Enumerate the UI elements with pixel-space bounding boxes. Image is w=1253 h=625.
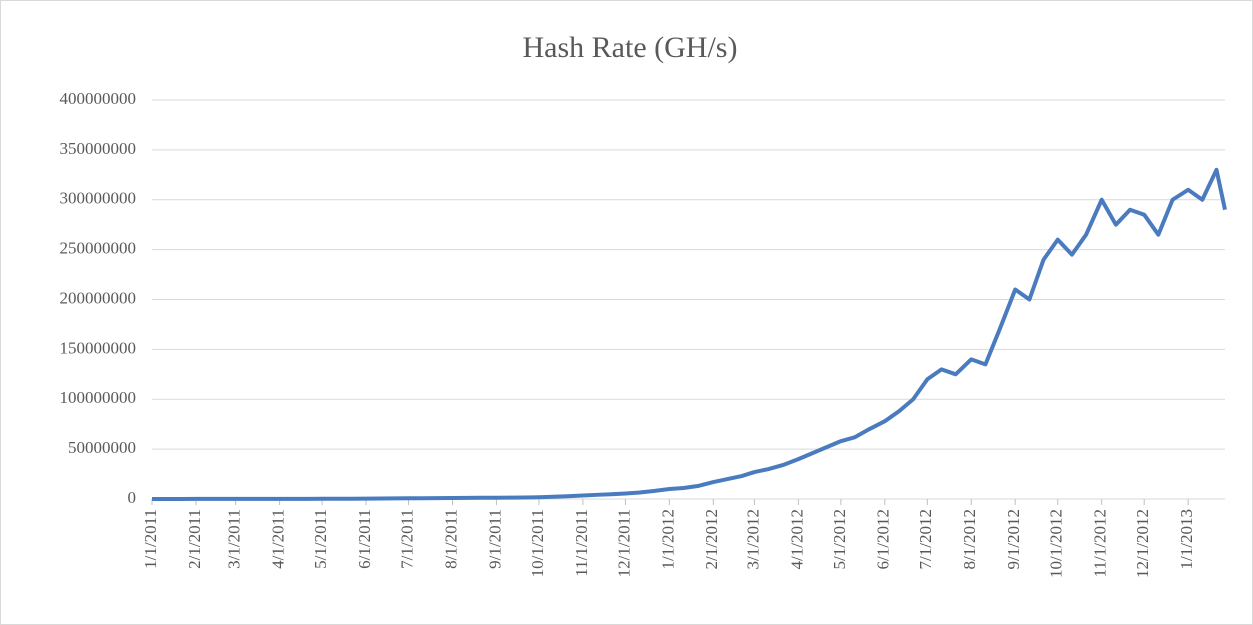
x-tick-label: 10/1/2011 (528, 509, 547, 577)
x-tick-label: 11/1/2011 (572, 509, 591, 577)
x-tick-label: 3/1/2012 (743, 509, 762, 569)
x-tick-label: 9/1/2012 (1004, 509, 1023, 569)
y-tick-label: 0 (128, 488, 137, 507)
y-tick-label: 300000000 (60, 189, 137, 208)
x-tick-label: 11/1/2012 (1091, 509, 1110, 577)
x-tick-label: 7/1/2012 (916, 509, 935, 569)
x-tick-label: 5/1/2011 (311, 509, 330, 569)
y-tick-label: 50000000 (68, 438, 136, 457)
y-tick-label: 100000000 (60, 388, 137, 407)
line-series (152, 167, 1227, 501)
y-tick-label: 250000000 (60, 239, 137, 258)
x-tick-label: 6/1/2012 (874, 509, 893, 569)
chart-title: Hash Rate (GH/s) (523, 31, 738, 64)
x-tick-label: 4/1/2012 (787, 509, 806, 569)
x-tick-label: 6/1/2011 (355, 509, 374, 569)
x-tick-label: 8/1/2012 (960, 509, 979, 569)
x-tick-label: 1/1/2011 (141, 509, 160, 569)
x-tick-label: 7/1/2011 (397, 509, 416, 569)
x-tick-label: 12/1/2012 (1133, 509, 1152, 578)
x-tick-label: 2/1/2012 (702, 509, 721, 569)
x-tick-label: 3/1/2011 (225, 509, 244, 569)
y-tick-label: 400000000 (60, 89, 137, 108)
x-tick-label: 8/1/2011 (441, 509, 460, 569)
x-tick-label: 10/1/2012 (1047, 509, 1066, 578)
x-tick-label: 2/1/2011 (185, 509, 204, 569)
x-tick-label: 1/1/2013 (1177, 509, 1196, 569)
x-tick-label: 9/1/2011 (485, 509, 504, 569)
x-tick-label: 5/1/2012 (830, 509, 849, 569)
x-tick-label: 1/1/2012 (658, 509, 677, 569)
x-tick-label: 12/1/2011 (614, 509, 633, 577)
y-tick-label: 150000000 (60, 338, 137, 357)
x-tick-label: 4/1/2011 (268, 509, 287, 569)
y-tick-label: 350000000 (60, 139, 137, 158)
y-tick-label: 200000000 (60, 288, 137, 307)
